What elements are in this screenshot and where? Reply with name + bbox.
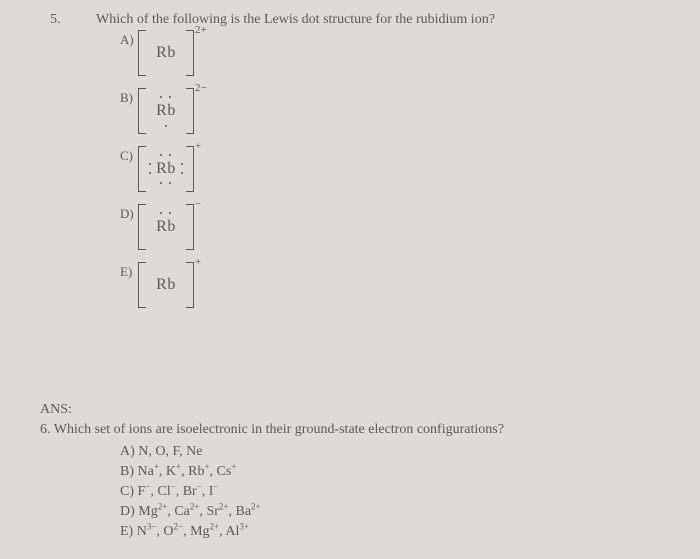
- q6-option-c: C) F−, Cl−, Br−, I−: [120, 482, 261, 502]
- q6-options: A) N, O, F, Ne B) Na+, K+, Rb+, Cs+ C) F…: [120, 442, 261, 542]
- element-symbol: Rb: [138, 103, 194, 119]
- charge-label: +: [195, 140, 201, 152]
- q5-option-e-structure: Rb +: [138, 262, 194, 308]
- element-symbol: Rb: [138, 219, 194, 235]
- q5-text: Which of the following is the Lewis dot …: [96, 12, 495, 28]
- q5-option-c-structure: Rb +: [138, 146, 194, 192]
- q5-option-c-label: C): [120, 148, 133, 164]
- q6-option-a: A) N, O, F, Ne: [120, 442, 261, 462]
- q6-option-d: D) Mg2+, Ca2+, Sr2+, Ba2+: [120, 502, 261, 522]
- q5-option-b-structure: Rb 2−: [138, 88, 194, 134]
- q5-answer-label: ANS:: [40, 402, 72, 418]
- q5-option-d-label: D): [120, 206, 134, 222]
- q5-option-a-structure: Rb 2+: [138, 30, 194, 76]
- q5-number: 5.: [50, 12, 61, 28]
- q5-option-d-structure: Rb −: [138, 204, 194, 250]
- element-symbol: Rb: [138, 277, 194, 293]
- electron-dot-icon: [165, 125, 167, 127]
- electron-dot-icon: [160, 96, 162, 98]
- charge-label: 2+: [195, 24, 207, 36]
- element-symbol: Rb: [138, 45, 194, 61]
- electron-dot-icon: [160, 212, 162, 214]
- electron-dot-icon: [169, 154, 171, 156]
- q5-option-b-label: B): [120, 90, 133, 106]
- electron-dot-icon: [160, 154, 162, 156]
- q5-option-e-label: E): [120, 264, 132, 280]
- worksheet-page: 5. Which of the following is the Lewis d…: [0, 0, 700, 559]
- q5-option-a-label: A): [120, 32, 134, 48]
- element-symbol: Rb: [138, 161, 194, 177]
- q6-option-e: E) N3−, O2−, Mg2+, Al3+: [120, 522, 261, 542]
- electron-dot-icon: [169, 96, 171, 98]
- electron-dot-icon: [169, 212, 171, 214]
- q6-option-b: B) Na+, K+, Rb+, Cs+: [120, 462, 261, 482]
- charge-label: +: [195, 256, 201, 268]
- electron-dot-icon: [169, 182, 171, 184]
- charge-label: 2−: [195, 82, 207, 94]
- electron-dot-icon: [160, 182, 162, 184]
- charge-label: −: [195, 198, 201, 210]
- q6-text: 6. Which set of ions are isoelectronic i…: [40, 422, 504, 438]
